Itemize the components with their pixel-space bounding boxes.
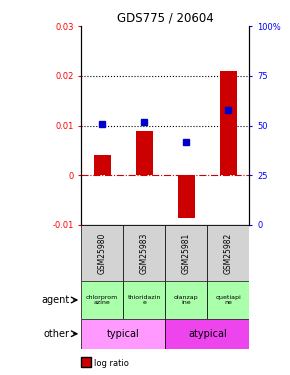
FancyBboxPatch shape [207,225,249,281]
FancyBboxPatch shape [165,281,207,319]
FancyBboxPatch shape [165,225,207,281]
FancyBboxPatch shape [207,281,249,319]
FancyBboxPatch shape [123,225,165,281]
Text: other: other [44,329,70,339]
Bar [94,155,110,176]
Text: agent: agent [41,295,70,305]
Bar [136,130,153,176]
Text: atypical: atypical [188,329,227,339]
Text: thioridazin
e: thioridazin e [128,295,161,305]
Text: GSM25981: GSM25981 [182,232,191,274]
Text: GSM25980: GSM25980 [98,232,107,274]
FancyBboxPatch shape [81,319,165,349]
Text: GSM25982: GSM25982 [224,232,233,274]
Text: quetiapi
ne: quetiapi ne [215,295,241,305]
Text: log ratio: log ratio [94,359,129,368]
Text: typical: typical [107,329,139,339]
Bar [220,71,237,176]
Text: GSM25983: GSM25983 [140,232,149,274]
Bar [178,176,195,217]
FancyBboxPatch shape [81,281,123,319]
Text: chlorprom
azine: chlorprom azine [86,295,118,305]
Text: GDS775 / 20604: GDS775 / 20604 [117,11,214,24]
FancyBboxPatch shape [123,281,165,319]
Text: olanzap
ine: olanzap ine [174,295,199,305]
FancyBboxPatch shape [81,225,123,281]
FancyBboxPatch shape [165,319,249,349]
